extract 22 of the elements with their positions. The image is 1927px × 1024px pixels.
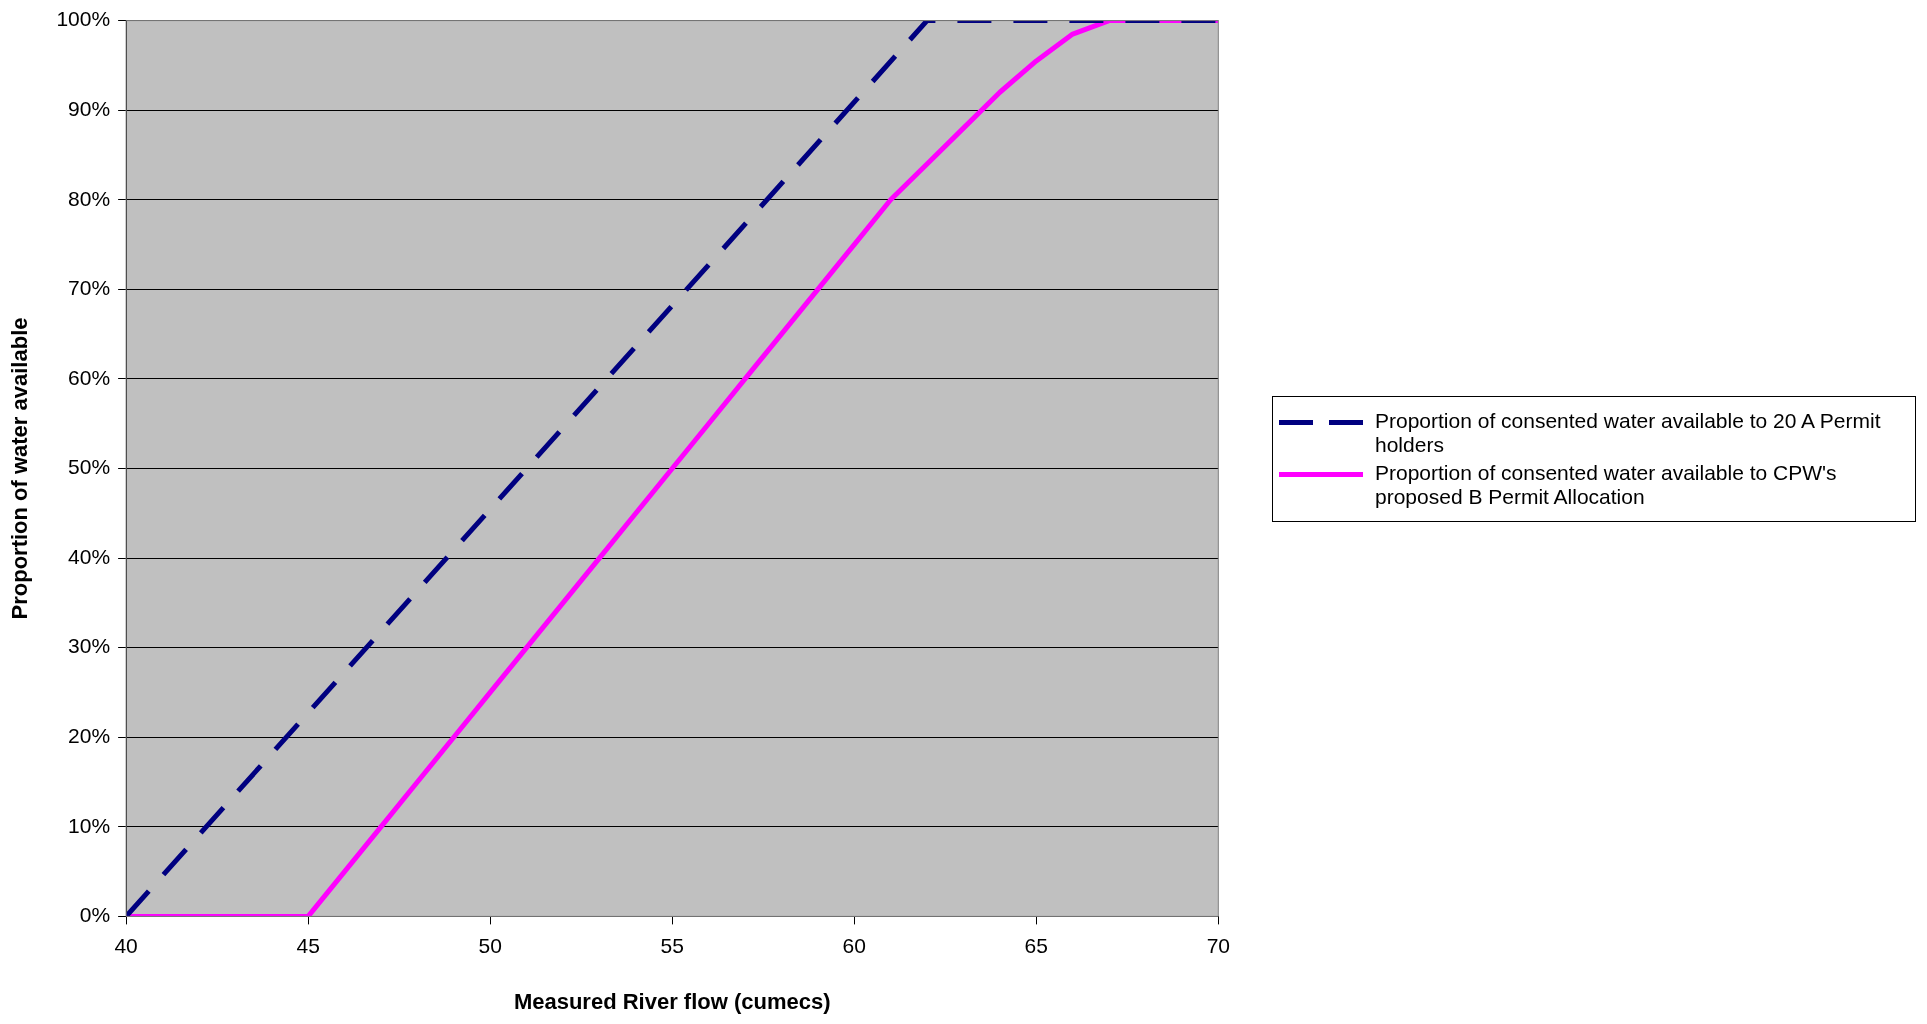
y-tick-label: 90%	[68, 96, 111, 120]
y-axis-title: Proportion of water available	[7, 317, 33, 620]
x-tick-label: 60	[842, 933, 866, 957]
y-tick-label: 60%	[68, 365, 111, 389]
y-tick-label: 20%	[68, 724, 111, 748]
y-tick-label: 10%	[68, 813, 111, 837]
y-tick-label: 30%	[68, 634, 111, 658]
y-tick-label: 50%	[68, 455, 111, 479]
legend-label: Proportion of consented water available to CPW's proposed B Permit Allocation	[1375, 461, 1838, 509]
legend-label: Proportion of consented water available to 20 A Permit holders	[1375, 409, 1882, 457]
x-tick-label: 65	[1024, 933, 1048, 957]
y-tick-label: 40%	[68, 544, 111, 568]
x-tick-label: 55	[660, 933, 684, 957]
y-tick-label: 100%	[56, 7, 111, 31]
y-tick-label: 70%	[68, 276, 111, 300]
x-axis-title: Measured River flow (cumecs)	[513, 988, 831, 1014]
x-tick-label: 45	[296, 933, 320, 957]
y-tick-label: 0%	[79, 903, 111, 927]
x-tick-label: 50	[478, 933, 502, 957]
x-tick-label: 70	[1206, 933, 1230, 957]
y-tick-label: 80%	[68, 186, 111, 210]
x-tick-label: 40	[114, 933, 138, 957]
